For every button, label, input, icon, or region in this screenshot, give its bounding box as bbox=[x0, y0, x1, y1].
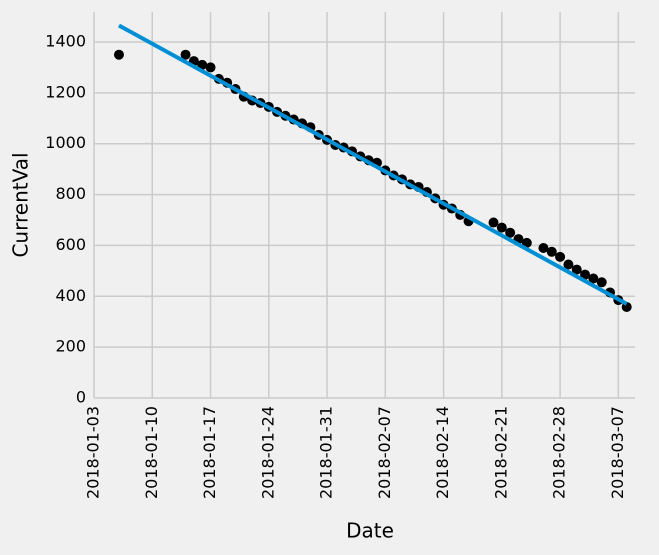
x-tick-label: 2018-01-17 bbox=[200, 406, 219, 499]
x-tick-label: 2018-01-31 bbox=[317, 406, 336, 499]
point bbox=[538, 242, 549, 253]
point bbox=[505, 227, 516, 238]
point bbox=[555, 251, 566, 262]
point bbox=[205, 62, 216, 73]
point bbox=[180, 49, 191, 60]
y-tick-label: 400 bbox=[55, 286, 86, 305]
point bbox=[488, 217, 499, 228]
y-tick-label: 600 bbox=[55, 235, 86, 254]
point bbox=[580, 269, 591, 280]
y-tick-label: 800 bbox=[55, 184, 86, 203]
x-tick-label: 2018-02-07 bbox=[375, 406, 394, 499]
x-tick-label: 2018-03-07 bbox=[608, 406, 627, 499]
x-tick-label: 2018-02-28 bbox=[550, 406, 569, 499]
point bbox=[571, 264, 582, 275]
point bbox=[521, 237, 532, 248]
y-tick-label: 0 bbox=[76, 388, 86, 407]
y-tick-label: 200 bbox=[55, 337, 86, 356]
x-tick-label: 2018-02-21 bbox=[491, 406, 510, 499]
x-axis-label: Date bbox=[346, 519, 394, 543]
point bbox=[563, 259, 574, 270]
point bbox=[197, 59, 208, 70]
point bbox=[588, 273, 599, 284]
y-tick-label: 1200 bbox=[45, 82, 86, 101]
x-tick-label: 2018-01-24 bbox=[258, 406, 277, 499]
fit-line bbox=[118, 23, 628, 306]
x-tick-label: 2018-02-14 bbox=[433, 406, 452, 499]
y-axis-label: CurrentVal bbox=[9, 152, 33, 257]
point bbox=[496, 222, 507, 233]
x-tick-label: 2018-01-10 bbox=[142, 406, 161, 499]
point bbox=[113, 49, 124, 60]
point bbox=[546, 246, 557, 257]
y-tick-label: 1000 bbox=[45, 133, 86, 152]
point bbox=[596, 277, 607, 288]
x-tick-label: 2018-01-03 bbox=[84, 406, 103, 499]
y-tick-label: 1400 bbox=[45, 32, 86, 51]
